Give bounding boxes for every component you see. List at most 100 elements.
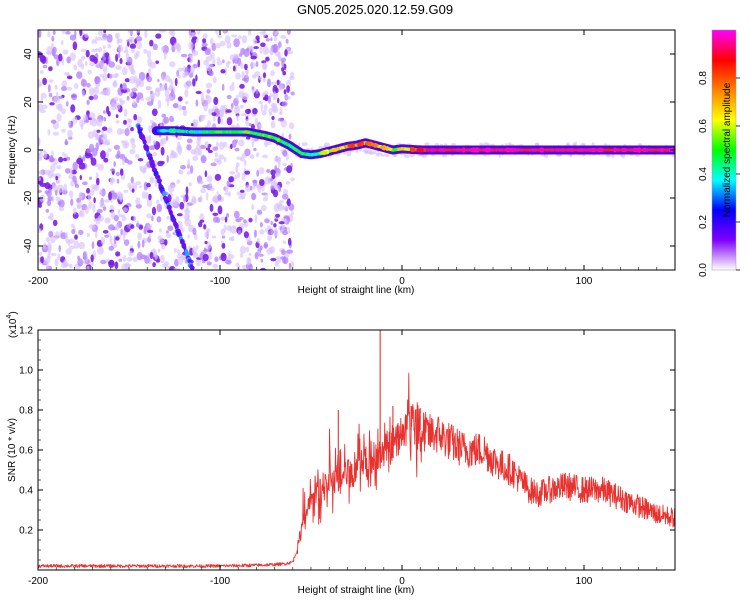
spectrogram-y-ticks: -40 -20 0 20 40 (23, 48, 675, 253)
x-tick-label: 100 (576, 276, 593, 287)
noise-speck (212, 57, 216, 66)
noise-speck (283, 89, 287, 95)
noise-speck (232, 65, 236, 72)
noise-speck (46, 263, 50, 270)
noise-speck (270, 220, 273, 226)
noise-speck (93, 94, 99, 100)
noise-speck (242, 77, 248, 82)
noise-speck (39, 70, 44, 74)
noise-speck (137, 240, 141, 249)
noise-speck (165, 135, 169, 141)
noise-speck (64, 232, 68, 238)
noise-speck (200, 180, 204, 184)
noise-speck (498, 153, 501, 158)
noise-speck (254, 117, 258, 127)
noise-speck (544, 153, 549, 159)
noise-speck (230, 236, 235, 242)
noise-speck (152, 151, 158, 157)
noise-speck (130, 224, 135, 229)
noise-speck (611, 153, 615, 159)
noise-speck (235, 72, 242, 80)
noise-speck (221, 235, 226, 239)
noise-speck (78, 210, 83, 217)
noise-speck (275, 255, 282, 264)
noise-speck (212, 264, 219, 269)
noise-speck (87, 69, 92, 75)
signal-track-blob (330, 147, 339, 152)
descending-track-blob (187, 258, 192, 264)
noise-speck (224, 216, 228, 223)
noise-speck (133, 114, 138, 121)
noise-speck (64, 138, 68, 146)
noise-speck (45, 236, 51, 243)
signal-track-blob (396, 147, 402, 151)
noise-speck (279, 84, 283, 91)
noise-speck (192, 36, 198, 40)
snr-y-ticks: 0.2 0.4 0.6 0.8 1.0 1.2 (19, 326, 675, 561)
noise-speck (270, 169, 276, 176)
noise-speck (146, 229, 154, 233)
noise-speck (217, 33, 222, 39)
noise-speck (197, 59, 201, 68)
noise-speck (270, 120, 276, 129)
noise-speck (72, 161, 78, 171)
noise-speck (256, 237, 260, 244)
noise-speck (128, 36, 135, 44)
noise-speck (65, 248, 73, 255)
noise-speck (205, 94, 209, 99)
noise-speck (74, 234, 78, 240)
noise-speck (222, 59, 225, 64)
noise-speck (136, 116, 143, 124)
noise-speck (235, 164, 239, 174)
noise-speck (280, 119, 287, 128)
noise-speck (223, 224, 227, 232)
noise-speck (281, 205, 289, 211)
noise-speck (148, 124, 152, 134)
noise-speck (55, 175, 59, 181)
noise-speck (86, 233, 91, 237)
noise-speck (290, 261, 295, 270)
noise-speck (116, 150, 121, 159)
noise-speck (120, 140, 125, 144)
noise-speck (173, 42, 181, 50)
noise-speck (272, 189, 279, 198)
noise-speck (179, 201, 185, 210)
noise-speck (157, 248, 161, 253)
noise-speck (223, 104, 227, 109)
noise-speck (191, 123, 194, 127)
noise-speck (205, 192, 209, 201)
noise-speck (280, 35, 287, 39)
noise-speck (76, 71, 83, 79)
noise-speck (57, 253, 61, 261)
noise-speck (252, 181, 256, 190)
noise-speck (185, 186, 189, 195)
x-tick-label: 100 (576, 576, 593, 587)
noise-speck (98, 137, 102, 146)
noise-speck (127, 40, 130, 47)
noise-speck (290, 91, 295, 96)
noise-speck (216, 57, 221, 61)
noise-speck (50, 164, 56, 172)
noise-speck (135, 50, 140, 57)
noise-speck (151, 206, 157, 216)
noise-speck (90, 254, 94, 263)
noise-speck (149, 251, 154, 259)
noise-speck (234, 147, 240, 152)
noise-speck (211, 112, 217, 117)
noise-speck (214, 152, 219, 158)
noise-speck (243, 231, 249, 239)
noise-speck (273, 228, 278, 237)
noise-speck (262, 30, 267, 37)
noise-speck (202, 33, 208, 39)
noise-speck (121, 216, 127, 222)
noise-speck (108, 260, 115, 268)
noise-speck (38, 151, 43, 160)
noise-speck (236, 114, 239, 122)
noise-speck (127, 30, 132, 33)
x-tick-label: 0 (399, 576, 405, 587)
noise-speck (244, 113, 250, 118)
noise-speck (38, 170, 44, 175)
noise-speck (96, 129, 101, 133)
noise-speck (99, 189, 103, 195)
x-tick-label: -100 (210, 576, 230, 587)
